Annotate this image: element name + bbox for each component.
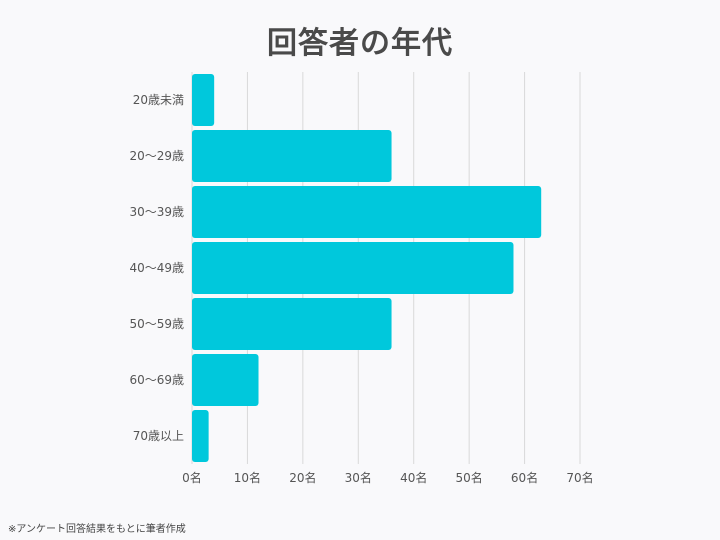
bar	[192, 185, 542, 239]
bar	[192, 241, 514, 295]
category-label: 70歳以上	[133, 429, 184, 443]
bars	[192, 73, 542, 463]
x-tick-label: 30名	[345, 470, 372, 485]
category-labels: 20歳未満 20〜29歳 30〜39歳 40〜49歳 50〜59歳 60〜69歳 70歳以上	[129, 93, 184, 443]
category-label: 50〜59歳	[129, 317, 184, 331]
source-note: ※アンケート回答結果をもとに筆者作成	[8, 524, 186, 535]
bar	[192, 353, 259, 407]
x-tick-label: 50名	[456, 470, 483, 485]
category-label: 20〜29歳	[129, 149, 184, 163]
x-tick-label: 0名	[182, 470, 202, 485]
category-label: 30〜39歳	[129, 205, 184, 219]
x-tick-label: 40名	[400, 470, 427, 485]
category-label: 40〜49歳	[129, 261, 184, 275]
bar	[192, 129, 392, 183]
category-label: 20歳未満	[133, 93, 184, 107]
bar	[192, 73, 215, 127]
category-label: 60〜69歳	[129, 373, 184, 387]
x-tick-label: 10名	[234, 470, 261, 485]
bar	[192, 297, 392, 351]
chart-title: 回答者の年代	[267, 26, 453, 61]
bar	[192, 409, 209, 463]
x-tick-label: 20名	[289, 470, 316, 485]
x-tick-label: 60名	[511, 470, 538, 485]
x-tick-labels: 0名 10名 20名 30名 40名 50名 60名 70名	[182, 470, 593, 485]
x-tick-label: 70名	[566, 470, 593, 485]
